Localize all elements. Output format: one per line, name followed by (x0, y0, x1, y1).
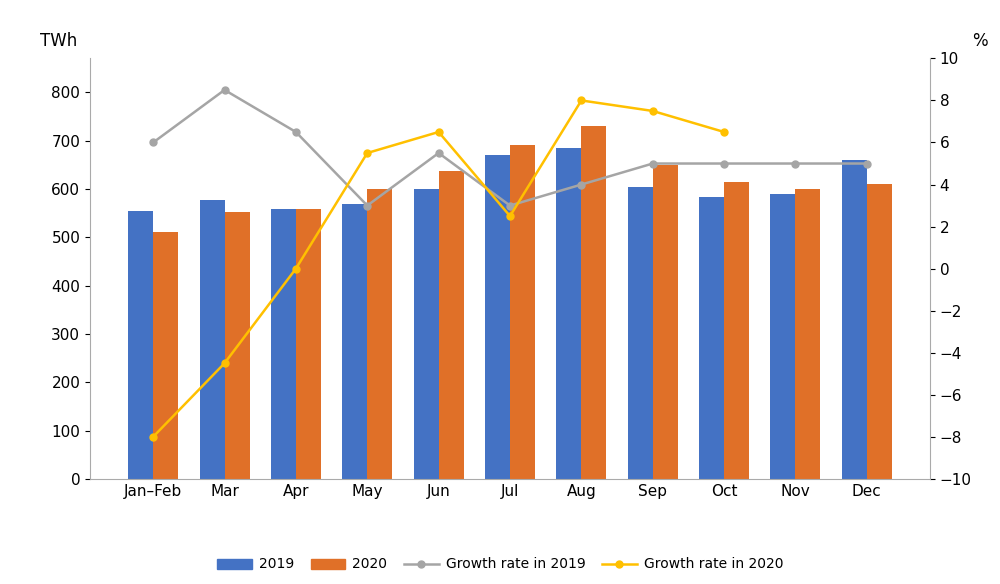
Y-axis label: TWh: TWh (40, 32, 77, 50)
Bar (225, 212, 250, 479)
Growth rate in 2020 (433, 128, 445, 135)
Growth rate in 2019 (861, 160, 873, 167)
Bar (581, 126, 606, 479)
Bar (653, 165, 678, 479)
Growth rate in 2019 (219, 86, 231, 93)
Growth rate in 2019 (718, 160, 730, 167)
Y-axis label: %: % (973, 32, 988, 50)
Bar (628, 187, 653, 479)
Bar (510, 145, 535, 479)
Bar (200, 200, 225, 479)
Bar (342, 204, 367, 479)
Growth rate in 2019 (361, 202, 373, 209)
Bar (770, 194, 795, 479)
Bar (271, 209, 296, 479)
Growth rate in 2019 (147, 139, 159, 146)
Growth rate in 2020 (647, 107, 659, 114)
Bar (128, 211, 153, 479)
Growth rate in 2019 (290, 128, 302, 135)
Bar (556, 148, 581, 479)
Growth rate in 2020 (718, 128, 730, 135)
Growth rate in 2020 (575, 97, 587, 104)
Bar (485, 155, 510, 479)
Bar (153, 232, 178, 479)
Growth rate in 2019 (504, 202, 516, 209)
Line: Growth rate in 2020: Growth rate in 2020 (150, 97, 728, 440)
Bar (699, 197, 724, 479)
Bar (367, 189, 392, 479)
Growth rate in 2019 (789, 160, 801, 167)
Bar (842, 160, 867, 479)
Growth rate in 2019 (647, 160, 659, 167)
Bar (724, 182, 749, 479)
Growth rate in 2020 (147, 433, 159, 440)
Bar (296, 209, 321, 479)
Growth rate in 2020 (361, 150, 373, 157)
Bar (439, 171, 464, 479)
Growth rate in 2020 (219, 360, 231, 367)
Growth rate in 2020 (504, 213, 516, 220)
Bar (414, 189, 439, 479)
Growth rate in 2020 (290, 265, 302, 272)
Bar (795, 189, 820, 479)
Legend: 2019, 2020, Growth rate in 2019, Growth rate in 2020: 2019, 2020, Growth rate in 2019, Growth … (211, 552, 789, 577)
Growth rate in 2019 (433, 150, 445, 157)
Bar (867, 184, 892, 479)
Growth rate in 2019 (575, 181, 587, 188)
Line: Growth rate in 2019: Growth rate in 2019 (150, 86, 870, 209)
